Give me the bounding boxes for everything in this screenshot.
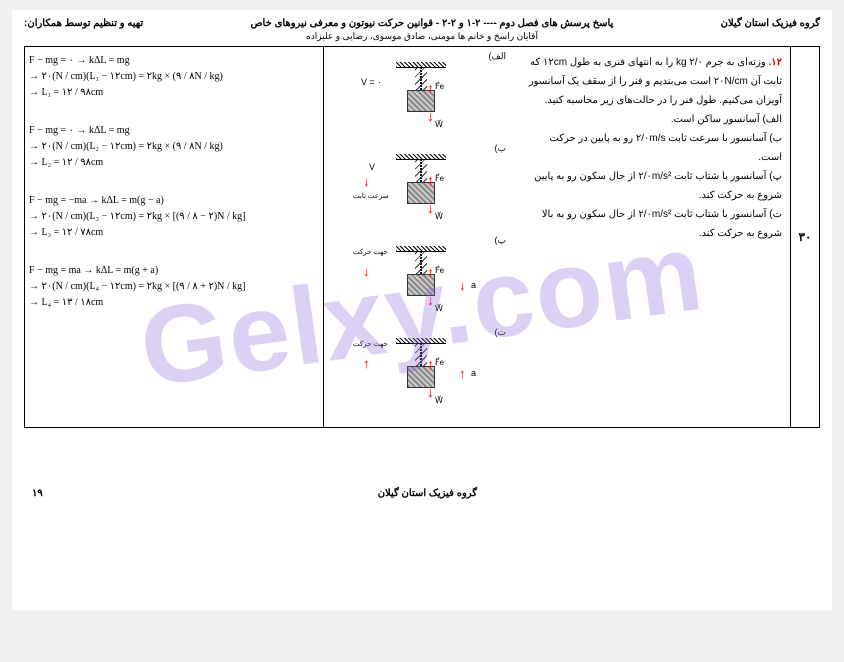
eq-line: → ۲۰(N / cm)(L₄ − ۱۲cm) = ۲kg × [(۹ / ۸ … <box>29 279 319 295</box>
eq-block-b: F − mg = ۰ → kΔL = mg → ۲۰(N / cm)(L₂ − … <box>29 123 319 171</box>
header-authors: آقایان راسخ و خانم ها مومنی، صادق موسوی،… <box>24 31 820 42</box>
page-header: گروه فیزیک استان گیلان پاسخ پرسش های فصل… <box>24 18 820 47</box>
diag-label-a: الف) <box>488 51 506 62</box>
physics-worksheet-page: گروه فیزیک استان گیلان پاسخ پرسش های فصل… <box>12 10 832 610</box>
question-number-red: ۱۲. <box>768 57 782 68</box>
w-label: W⃗ <box>435 212 443 221</box>
eq-line: → ۲۰(N / cm)(L₂ − ۱۲cm) = ۲kg × (۹ / ۸N … <box>29 139 319 155</box>
a-label: a <box>471 368 476 378</box>
problem-number: ۳۰ <box>799 230 812 244</box>
arrow-down-icon: ↓ <box>427 384 434 400</box>
v-label: V <box>369 162 375 172</box>
question-part-a: الف) آسانسور ساکن است. <box>526 110 782 129</box>
fe-label: F⃗e <box>435 174 444 183</box>
arrow-up-icon: ↑ <box>427 356 434 372</box>
fe-label: F⃗e <box>435 358 444 367</box>
w-label: W⃗ <box>435 304 443 313</box>
eq-block-a: F − mg = ۰ → kΔL = mg → ۲۰(N / cm)(L₁ − … <box>29 53 319 101</box>
footer-page-number: ۱۹ <box>32 488 43 499</box>
diagram-p: پ) ↑ F⃗e ↓ W⃗ جهت حرکت ↓ ↓ a <box>326 235 516 321</box>
eq-line: F − mg = ۰ → kΔL = mg <box>29 53 319 69</box>
problem-number-cell: ۳۰ <box>791 47 819 427</box>
arrow-down-icon: ↓ <box>427 200 434 216</box>
diagrams-column: الف) ↑ F⃗e ↓ W⃗ V = ۰ ب) ↑ <box>324 47 518 427</box>
eq-line: → L₂ = ۱۲ / ۹۸cm <box>29 155 319 171</box>
eq-line: → L₄ = ۱۳ / ۱۸cm <box>29 295 319 311</box>
diagram-b: ب) ↑ F⃗e ↓ W⃗ V ↓ سرعت ثابت <box>326 143 516 229</box>
spring-icon <box>420 344 422 366</box>
eq-line: → L₃ = ۱۲ / ۷۸cm <box>29 225 319 241</box>
diag-label-t: ت) <box>495 327 506 338</box>
header-center: پاسخ پرسش های فصل دوم ---- ۲-۱ و ۲-۲ - ق… <box>250 18 613 29</box>
spring-icon <box>420 252 422 274</box>
arrow-down-icon: ↓ <box>363 174 370 189</box>
arrow-up-icon: ↑ <box>427 80 434 96</box>
eq-line: F − mg = ۰ → kΔL = mg <box>29 123 319 139</box>
arrow-down-icon: ↓ <box>459 278 466 293</box>
eq-line: F − mg = ma → kΔL = m(g + a) <box>29 263 319 279</box>
eq-line: F − mg = −ma → kΔL = m(g − a) <box>29 193 319 209</box>
w-label: W⃗ <box>435 396 443 405</box>
const-speed-label: سرعت ثابت <box>353 192 389 200</box>
eq-line: → ۲۰(N / cm)(L₁ − ۱۲cm) = ۲kg × (۹ / ۸N … <box>29 69 319 85</box>
spring-icon <box>420 160 422 182</box>
arrow-down-icon: ↓ <box>363 264 370 279</box>
v-zero-label: V = ۰ <box>361 77 382 88</box>
diagram-t: ت) ↑ F⃗e ↓ W⃗ جهت حرکت ↑ ↑ a <box>326 327 516 413</box>
arrow-down-icon: ↓ <box>427 292 434 308</box>
w-label: W⃗ <box>435 120 443 129</box>
diagram-a: الف) ↑ F⃗e ↓ W⃗ V = ۰ <box>326 51 516 137</box>
a-label: a <box>471 280 476 290</box>
question-intro: وزنه‌ای به جرم ۲/۰ kg را به انتهای فنری … <box>529 57 782 106</box>
eq-line: → L₁ = ۱۲ / ۹۸cm <box>29 85 319 101</box>
header-left: تهیه و تنظیم توسط همکاران: <box>24 18 143 29</box>
equations-column: F − mg = ۰ → kΔL = mg → ۲۰(N / cm)(L₁ − … <box>25 47 324 427</box>
fe-label: F⃗e <box>435 266 444 275</box>
motion-dir-label: جهت حرکت <box>353 340 388 348</box>
arrow-up-icon: ↑ <box>427 264 434 280</box>
question-part-t: ت) آسانسور با شتاب ثابت ۲/۰m/s² از حال س… <box>526 205 782 243</box>
question-part-b: ب) آسانسور با سرعت ثابت ۲/۰m/s رو به پای… <box>526 129 782 167</box>
header-right: گروه فیزیک استان گیلان <box>721 18 820 29</box>
arrow-up-icon: ↑ <box>427 172 434 188</box>
question-part-p: پ) آسانسور با شتاب ثابت ۲/۰m/s² از حال س… <box>526 167 782 205</box>
fe-label: F⃗e <box>435 82 444 91</box>
page-footer: گروه فیزیک استان گیلان ۱۹ <box>24 488 820 499</box>
footer-center: گروه فیزیک استان گیلان <box>378 488 477 499</box>
eq-line: → ۲۰(N / cm)(L₃ − ۱۲cm) = ۲kg × [(۹ / ۸ … <box>29 209 319 225</box>
content-table: F − mg = ۰ → kΔL = mg → ۲۰(N / cm)(L₁ − … <box>24 47 820 428</box>
eq-block-t: F − mg = ma → kΔL = m(g + a) → ۲۰(N / cm… <box>29 263 319 311</box>
motion-dir-label: جهت حرکت <box>353 248 388 256</box>
arrow-down-icon: ↓ <box>427 108 434 124</box>
diag-label-p: پ) <box>495 235 506 246</box>
arrow-up-icon: ↑ <box>363 356 370 371</box>
eq-block-p: F − mg = −ma → kΔL = m(g − a) → ۲۰(N / c… <box>29 193 319 241</box>
diag-label-b: ب) <box>495 143 506 154</box>
spring-icon <box>420 68 422 90</box>
arrow-up-icon: ↑ <box>459 366 466 381</box>
question-column: ۱۲. وزنه‌ای به جرم ۲/۰ kg را به انتهای ف… <box>518 47 791 427</box>
